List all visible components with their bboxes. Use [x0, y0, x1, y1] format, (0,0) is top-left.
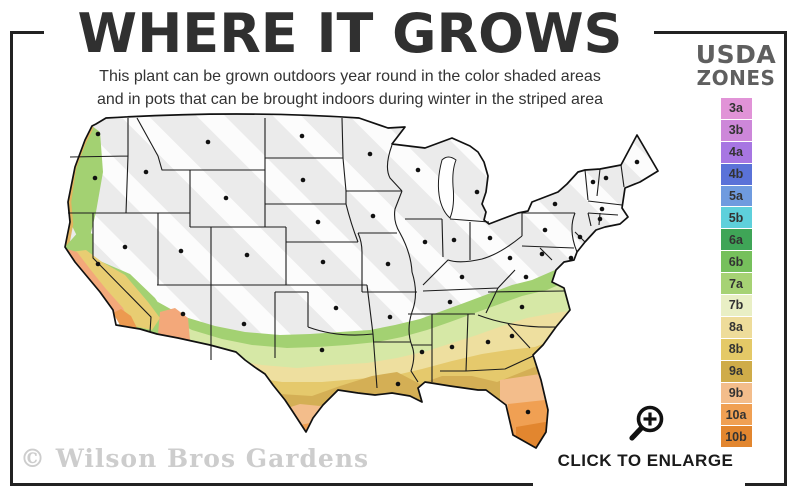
legend-zone-4a: 4a — [720, 141, 752, 163]
watermark-copyright: © Wilson Bros Gardens — [20, 444, 370, 473]
state-dot — [568, 255, 574, 261]
legend-zone-10b: 10b — [720, 426, 752, 448]
state-dot — [395, 381, 401, 387]
state-dot — [299, 133, 305, 139]
state-dot — [143, 169, 149, 175]
legend-zone-7a: 7a — [720, 273, 752, 295]
click-to-enlarge-button[interactable]: CLICK TO ENLARGE — [557, 451, 734, 470]
state-dot — [320, 259, 326, 265]
us-outline — [64, 113, 659, 449]
state-dot — [300, 177, 306, 183]
subtitle-line-2: and in pots that can be brought indoors … — [96, 90, 604, 108]
state-dot — [459, 274, 465, 280]
state-dot — [241, 321, 247, 327]
legend-zone-10a: 10a — [720, 404, 752, 426]
state-dot — [507, 255, 513, 261]
state-dot — [509, 333, 515, 339]
state-dot — [449, 344, 455, 350]
state-dot — [597, 216, 603, 222]
state-dot — [451, 237, 457, 243]
state-dot — [95, 131, 101, 137]
frame-bottom-right — [745, 483, 787, 486]
us-map-svg — [64, 113, 659, 449]
legend-zone-9a: 9a — [720, 360, 752, 382]
state-dot — [385, 261, 391, 267]
state-dot — [178, 248, 184, 254]
state-dot — [92, 175, 98, 181]
page-title: WHERE IT GROWS — [77, 2, 623, 65]
state-dot — [523, 274, 529, 280]
state-dot — [599, 206, 605, 212]
state-borders — [68, 117, 625, 389]
state-dot — [319, 347, 325, 353]
state-dot — [519, 304, 525, 310]
frame-top-left — [10, 31, 44, 34]
state-dot — [577, 234, 583, 240]
state-dot — [205, 139, 211, 145]
state-dot — [539, 251, 545, 257]
zone-california-coast-salmon — [67, 249, 130, 324]
legend-zone-8a: 8a — [720, 316, 752, 338]
lake-michigan — [437, 156, 457, 219]
state-dot — [485, 339, 491, 345]
legend-zone-5b: 5b — [720, 207, 752, 229]
subtitle-line-1: This plant can be grown outdoors year ro… — [99, 68, 601, 85]
state-dot — [422, 239, 428, 245]
state-dot — [634, 159, 640, 165]
legend-zone-5a: 5a — [720, 185, 752, 207]
zone-nw-coast-green — [68, 126, 103, 245]
legend-zone-8b: 8b — [720, 338, 752, 360]
usda-zones-legend: USDA ZONES 3a 3b 4a 4b 5a 5b 6a 6b 7a 7b 8a 8b 9a 9b 1… — [694, 42, 778, 448]
legend-zone-3a: 3a — [720, 98, 752, 119]
state-dot — [387, 314, 393, 320]
frame-left — [10, 31, 13, 486]
zoom-in-magnifier-icon[interactable] — [626, 402, 668, 451]
state-marker-dots — [92, 131, 640, 415]
legend-zone-4b: 4b — [720, 163, 752, 185]
state-dot — [333, 305, 339, 311]
state-dot — [552, 201, 558, 207]
map-zone-shading — [65, 114, 658, 448]
legend-zone-7b: 7b — [720, 295, 752, 316]
frame-top-right — [654, 31, 787, 34]
state-dot — [474, 189, 480, 195]
state-dot — [525, 409, 531, 415]
state-dot — [590, 179, 596, 185]
state-dot — [419, 349, 425, 355]
legend-zone-3b: 3b — [720, 119, 752, 141]
legend-zone-list: 3a 3b 4a 4b 5a 5b 6a 6b 7a 7b 8a 8b 9a 9b 10a 10b — [694, 98, 778, 448]
frame-right — [784, 31, 787, 486]
state-dot — [122, 244, 128, 250]
zone-california-yellow — [70, 250, 160, 330]
legend-zone-9b: 9b — [720, 382, 752, 404]
state-dot — [244, 252, 250, 258]
state-dot — [370, 213, 376, 219]
state-dot — [315, 219, 321, 225]
state-dot — [415, 167, 421, 173]
state-dot — [367, 151, 373, 157]
subtitle: This plant can be grown outdoors year ro… — [30, 66, 670, 111]
state-dot — [542, 227, 548, 233]
legend-title-zones: ZONES — [696, 66, 776, 90]
state-dot — [180, 311, 186, 317]
state-dot — [447, 299, 453, 305]
usda-zone-map[interactable] — [40, 112, 660, 472]
state-dot — [95, 261, 101, 267]
state-dot — [223, 195, 229, 201]
legend-zone-6a: 6a — [720, 229, 752, 251]
state-dot — [603, 175, 609, 181]
legend-title-usda: USDA — [695, 40, 777, 69]
legend-zone-6b: 6b — [720, 251, 752, 273]
frame-bottom-left — [10, 483, 533, 486]
zone-san-diego-orange — [113, 309, 137, 328]
state-dot — [487, 235, 493, 241]
